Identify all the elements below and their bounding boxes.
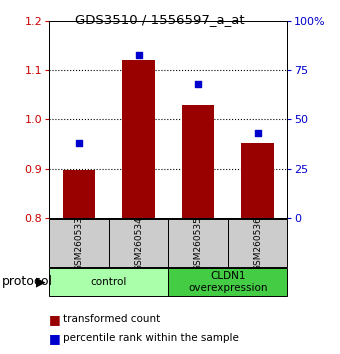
Text: ▶: ▶ — [36, 275, 46, 288]
Point — [76, 140, 82, 146]
Bar — [63, 170, 96, 218]
Point — [136, 52, 141, 57]
Bar — [109, 219, 168, 267]
Text: CLDN1
overexpression: CLDN1 overexpression — [188, 271, 268, 293]
Text: transformed count: transformed count — [63, 314, 160, 324]
Text: GSM260535: GSM260535 — [193, 216, 203, 271]
Text: protocol: protocol — [2, 275, 53, 288]
Bar — [122, 59, 155, 218]
Text: GSM260533: GSM260533 — [74, 216, 84, 271]
Text: ■: ■ — [49, 313, 61, 326]
Point — [255, 130, 260, 136]
Text: GSM260534: GSM260534 — [134, 216, 143, 271]
Text: GSM260536: GSM260536 — [253, 216, 262, 271]
Bar — [241, 143, 274, 218]
Bar — [228, 219, 287, 267]
Text: ■: ■ — [49, 332, 61, 344]
Bar — [49, 268, 168, 296]
Text: percentile rank within the sample: percentile rank within the sample — [63, 333, 239, 343]
Point — [195, 81, 201, 87]
Text: GDS3510 / 1556597_a_at: GDS3510 / 1556597_a_at — [75, 13, 244, 27]
Bar — [182, 105, 215, 218]
Bar — [168, 219, 228, 267]
Bar — [168, 268, 287, 296]
Text: control: control — [91, 277, 127, 287]
Bar — [49, 219, 109, 267]
